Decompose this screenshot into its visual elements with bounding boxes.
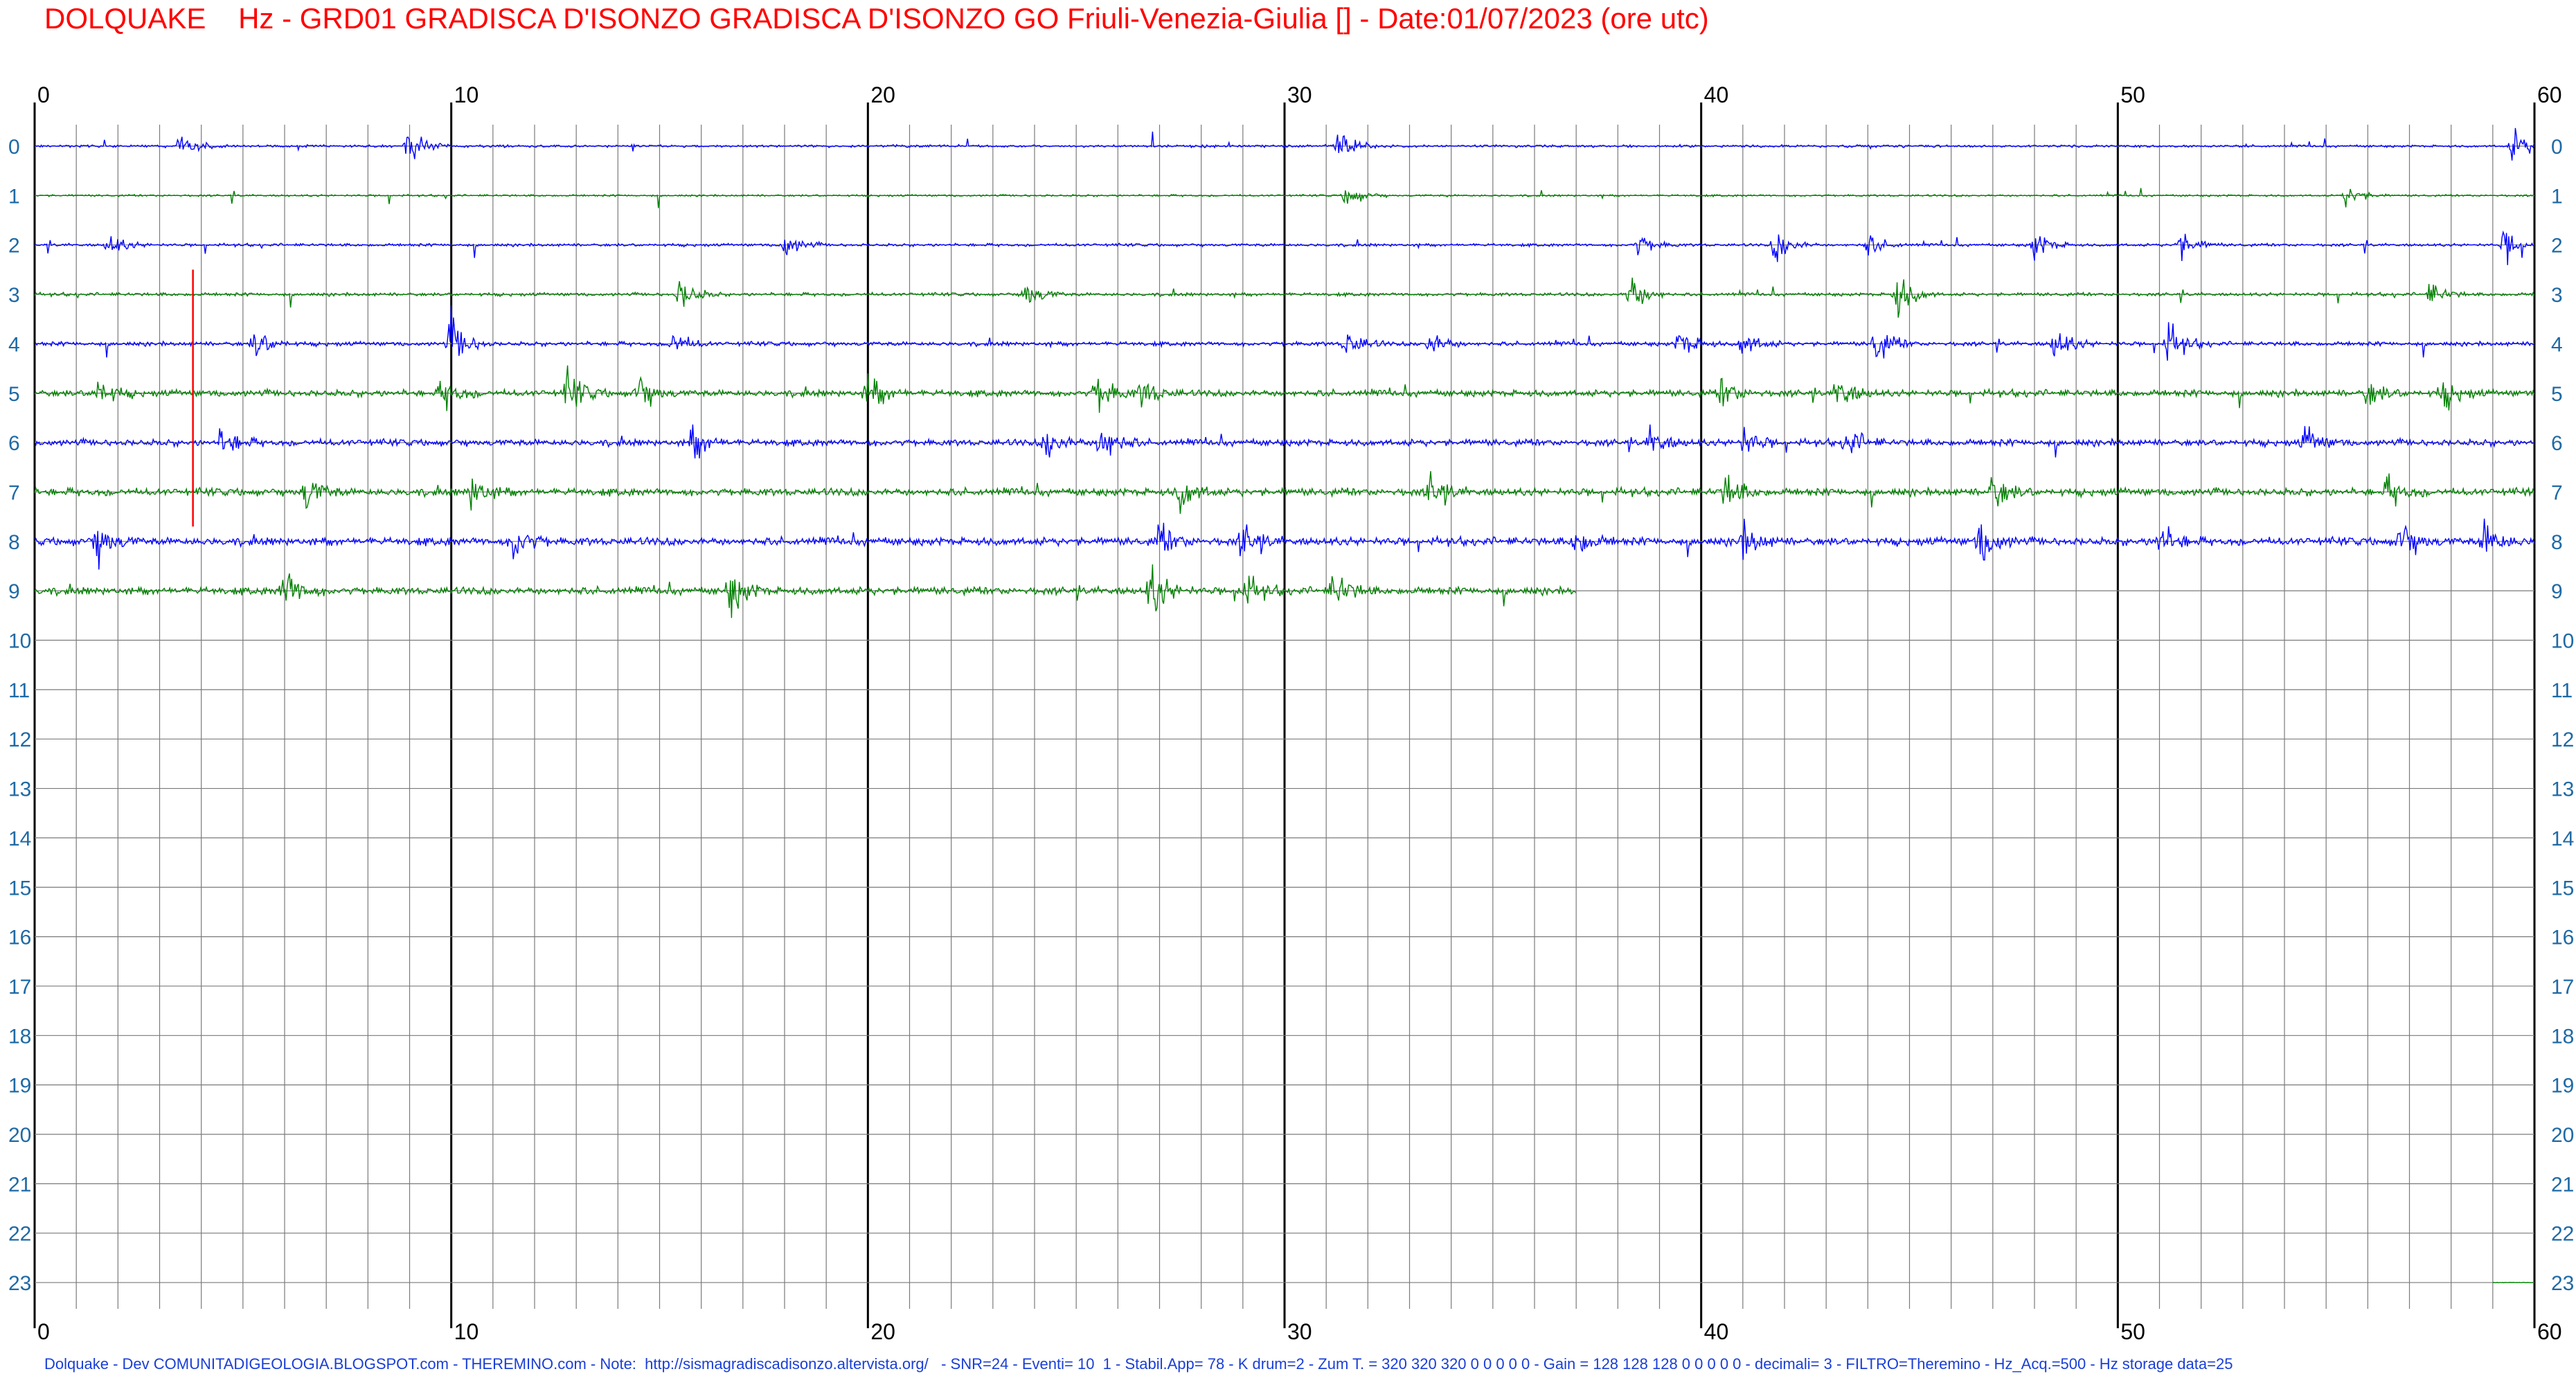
hour-label-left: 18: [8, 1025, 31, 1048]
hour-label-right: 13: [2551, 778, 2574, 801]
hour-label-left: 6: [8, 432, 20, 455]
hour-label-left: 14: [8, 828, 31, 850]
hour-label-right: 7: [2551, 481, 2563, 504]
trace-hour-0: [34, 127, 2535, 161]
hour-label-right: 1: [2551, 185, 2563, 208]
hour-label-right: 20: [2551, 1124, 2574, 1147]
hour-label-right: 10: [2551, 630, 2574, 653]
hour-label-right: 19: [2551, 1075, 2574, 1098]
x-tick-label-top: 0: [37, 82, 50, 107]
hour-label-right: 9: [2551, 580, 2563, 603]
hour-label-right: 17: [2551, 976, 2574, 999]
hour-label-left: 15: [8, 877, 31, 900]
x-tick-label-bottom: 40: [1704, 1319, 1729, 1344]
hour-label-left: 3: [8, 284, 20, 307]
hour-label-right: 23: [2551, 1272, 2574, 1295]
hour-label-left: 9: [8, 580, 20, 603]
hour-label-right: 4: [2551, 333, 2563, 356]
hour-label-right: 11: [2551, 679, 2573, 702]
hour-label-left: 19: [8, 1075, 31, 1098]
x-tick-label-bottom: 0: [37, 1319, 50, 1344]
x-tick-label-top: 40: [1704, 82, 1729, 107]
trace-hour-1: [34, 188, 2534, 208]
hour-label-left: 5: [8, 383, 20, 406]
trace-hour-5: [34, 365, 2535, 413]
hour-label-left: 0: [8, 136, 20, 159]
x-tick-label-top: 60: [2537, 82, 2562, 107]
minor-gridlines: [75, 125, 2494, 1309]
hour-label-left: 20: [8, 1124, 31, 1147]
hour-label-right: 14: [2551, 828, 2574, 850]
hour-label-left: 12: [8, 729, 31, 751]
x-tick-label-top: 20: [870, 82, 895, 107]
x-tick-label-bottom: 20: [870, 1319, 895, 1344]
hour-label-right: 3: [2551, 284, 2563, 307]
trace-hour-4: [34, 305, 2534, 361]
x-tick-label-bottom: 50: [2120, 1319, 2145, 1344]
trace-hour-2: [34, 230, 2534, 265]
hour-label-left: 4: [8, 333, 20, 356]
seismic-traces: [34, 127, 2535, 1284]
trace-hour-7: [34, 471, 2534, 515]
x-tick-label-top: 30: [1287, 82, 1312, 107]
hour-label-right: 15: [2551, 877, 2574, 900]
hour-label-right: 18: [2551, 1025, 2574, 1048]
trace-hour-6: [34, 424, 2534, 459]
hour-label-left: 17: [8, 976, 31, 999]
x-tick-label-top: 50: [2120, 82, 2145, 107]
trace-hour-8: [34, 518, 2535, 570]
hour-label-right: 16: [2551, 927, 2574, 949]
chart-title: DOLQUAKE Hz - GRD01 GRADISCA D'ISONZO GR…: [44, 2, 1709, 35]
hour-label-left: 7: [8, 481, 20, 504]
hour-label-left: 13: [8, 778, 31, 801]
hour-label-right: 8: [2551, 531, 2563, 554]
hour-label-left: 21: [8, 1173, 31, 1196]
hour-label-left: 11: [8, 679, 30, 702]
hour-label-right: 22: [2551, 1223, 2574, 1246]
trace-hour-3: [34, 277, 2535, 318]
hour-label-left: 8: [8, 531, 20, 554]
hour-label-left: 23: [8, 1272, 31, 1295]
x-tick-label-bottom: 10: [454, 1319, 479, 1344]
trace-hour-9: [34, 564, 1577, 618]
footer-parameters: Dolquake - Dev COMUNITADIGEOLOGIA.BLOGSP…: [44, 1355, 2233, 1373]
hour-label-left: 10: [8, 630, 31, 653]
hour-label-right: 12: [2551, 729, 2574, 751]
hour-label-left: 16: [8, 927, 31, 949]
x-tick-label-bottom: 60: [2537, 1319, 2562, 1344]
hour-label-right: 0: [2551, 136, 2563, 159]
x-tick-label-bottom: 30: [1287, 1319, 1312, 1344]
hour-label-right: 5: [2551, 383, 2563, 406]
top-axis-ticks: 0 10 20 30 40 50 60: [37, 82, 2562, 107]
hour-label-left: 1: [8, 185, 20, 208]
bottom-axis-ticks: 0 10 20 30 40 50 60: [37, 1319, 2562, 1344]
hour-label-right: 2: [2551, 235, 2563, 258]
hour-label-left: 2: [8, 235, 20, 258]
hour-label-left: 22: [8, 1223, 31, 1246]
hour-label-right: 6: [2551, 432, 2563, 455]
x-tick-label-top: 10: [454, 82, 479, 107]
hour-label-right: 21: [2551, 1173, 2574, 1196]
